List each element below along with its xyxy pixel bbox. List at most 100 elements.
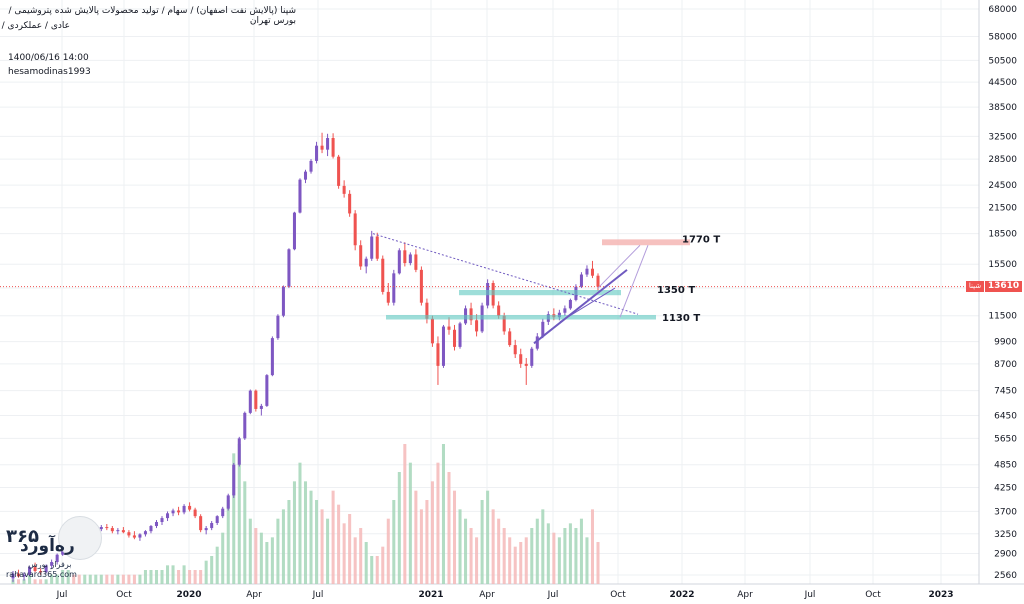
volume-bar xyxy=(61,570,65,584)
candle-body xyxy=(226,495,230,509)
volume-bar xyxy=(287,500,291,584)
candle-body xyxy=(370,236,374,259)
candle-body xyxy=(237,438,241,465)
candle-body xyxy=(188,505,192,510)
volume-bar xyxy=(177,570,181,584)
candle-body xyxy=(392,273,396,303)
volume-bar xyxy=(353,537,357,584)
volume-bar xyxy=(276,518,280,584)
volume-bar xyxy=(303,481,308,584)
candle-body xyxy=(22,575,26,577)
volume-bar xyxy=(452,490,457,584)
candle-body xyxy=(579,274,583,287)
candle-body xyxy=(182,505,186,513)
volume-bar xyxy=(127,574,131,584)
candle-body xyxy=(430,318,434,344)
volume-bar xyxy=(44,579,48,584)
candle-body xyxy=(408,254,412,264)
x-tick-label: Jul xyxy=(312,590,324,600)
volume-bar xyxy=(546,523,550,584)
volume-bar xyxy=(568,523,572,584)
volume-bar xyxy=(475,537,479,584)
candle-body xyxy=(563,308,567,313)
candle-body xyxy=(303,171,308,180)
candle-body xyxy=(110,528,114,532)
candle-body xyxy=(414,254,418,270)
volume-bar xyxy=(138,574,142,584)
volume-bar xyxy=(392,500,396,584)
x-tick-label: Oct xyxy=(116,590,132,600)
y-tick-label: 5650 xyxy=(994,434,1017,444)
zone-label: 1770 T xyxy=(682,234,720,245)
volume-bar xyxy=(281,509,285,584)
candle-body xyxy=(160,518,164,523)
volume-bar xyxy=(83,574,87,584)
volume-bar xyxy=(221,532,225,584)
y-tick-label: 11500 xyxy=(988,312,1017,322)
candle-body xyxy=(458,323,462,347)
y-tick-label: 24500 xyxy=(988,181,1017,191)
y-tick-label: 32500 xyxy=(988,132,1017,142)
candle-body xyxy=(177,510,181,513)
volume-bar xyxy=(315,500,319,584)
volume-bar xyxy=(204,560,208,584)
x-tick-label: 2021 xyxy=(418,590,443,600)
logo-tagline: برفراز بورس xyxy=(28,560,72,569)
x-tick-label: Apr xyxy=(246,590,262,600)
candle-body xyxy=(232,464,236,496)
volume-bar xyxy=(154,570,159,584)
candle-body xyxy=(585,268,589,275)
candle-body xyxy=(475,320,479,332)
x-tick-label: Apr xyxy=(479,590,495,600)
x-tick-label: Jul xyxy=(547,590,559,600)
candle-body xyxy=(326,138,330,150)
volume-bar xyxy=(149,570,153,584)
zone-1130 xyxy=(386,314,656,320)
candle-body xyxy=(320,145,324,150)
candle-body xyxy=(17,573,21,577)
volume-bar xyxy=(508,537,512,584)
y-tick-label: 4250 xyxy=(994,484,1017,494)
y-tick-label: 21500 xyxy=(988,204,1017,214)
volume-bar xyxy=(270,537,274,584)
candle-body xyxy=(193,509,197,517)
volume-bar xyxy=(397,472,401,584)
candle-body xyxy=(447,326,451,330)
volume-bar xyxy=(425,500,429,584)
volume-bar xyxy=(99,574,103,584)
candle-body xyxy=(386,291,390,303)
volume-bar xyxy=(309,490,313,584)
volume-bar xyxy=(237,444,241,584)
candle-body xyxy=(50,562,54,566)
volume-bar xyxy=(464,518,468,584)
candle-body xyxy=(116,530,120,532)
current-price-tag: 13610 xyxy=(985,281,1022,292)
candle-body xyxy=(419,269,423,303)
candle-body xyxy=(33,567,37,572)
volume-bar xyxy=(143,570,147,584)
volume-bar xyxy=(232,453,236,584)
volume-bar xyxy=(39,579,43,584)
volume-bar xyxy=(458,509,462,584)
candle-body xyxy=(11,573,15,579)
volume-bar xyxy=(535,518,539,584)
logo-site: rahavard365.com xyxy=(6,570,77,579)
logo-number: ۳۶۵ xyxy=(6,526,39,547)
candle-body xyxy=(127,532,131,536)
candle-body xyxy=(154,522,159,527)
candle-body xyxy=(348,193,352,214)
candle-body xyxy=(292,212,296,250)
x-tick-label: Oct xyxy=(610,590,626,600)
volume-bar xyxy=(386,518,390,584)
volume-bar xyxy=(579,518,583,584)
candle-body xyxy=(530,348,534,366)
volume-bar xyxy=(199,570,203,584)
volume-bar xyxy=(215,546,219,584)
projection-line-1 xyxy=(597,244,641,289)
candle-body xyxy=(210,523,214,529)
candle-body xyxy=(452,329,457,347)
y-tick-label: 4850 xyxy=(994,461,1017,471)
projection-line-2 xyxy=(619,245,649,318)
y-tick-label: 9900 xyxy=(994,338,1017,348)
